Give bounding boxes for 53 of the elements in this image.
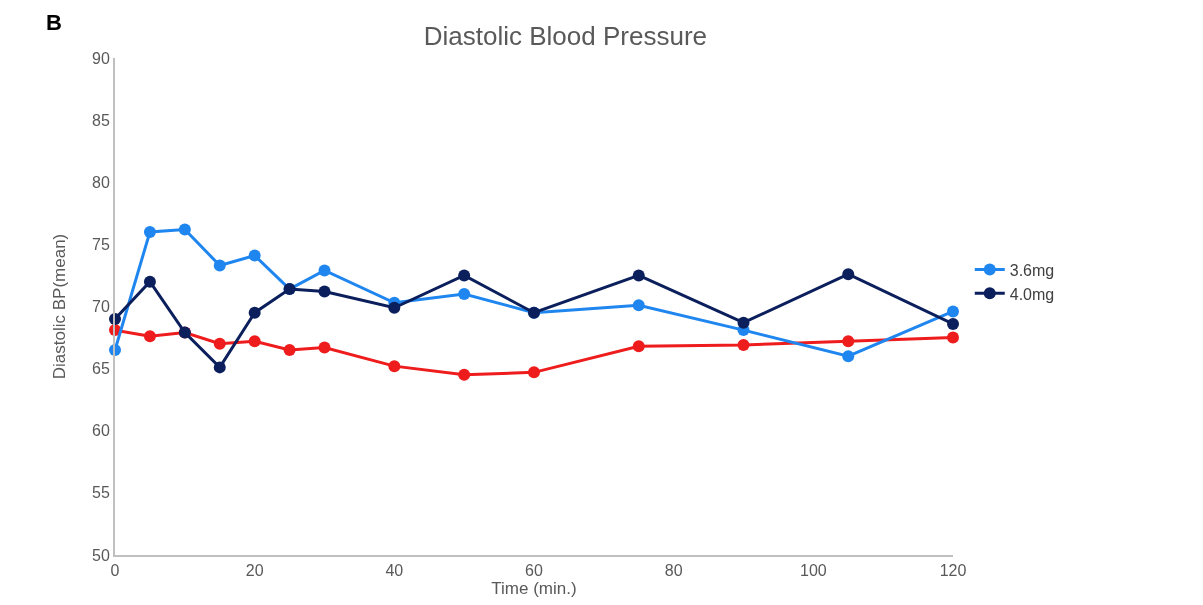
- point: [947, 317, 959, 330]
- x-tick-label: 60: [525, 562, 543, 580]
- chart-title: Diastolic Blood Pressure: [423, 21, 708, 52]
- point: [213, 259, 226, 272]
- point: [318, 341, 331, 354]
- x-tick-label: 100: [799, 562, 827, 580]
- y-tick-label: 75: [92, 235, 110, 253]
- point: [842, 268, 855, 281]
- point: [528, 366, 540, 379]
- x-tick-label: 0: [110, 562, 120, 580]
- x-axis-title: Time (min.): [491, 579, 577, 599]
- point: [178, 223, 191, 236]
- point: [842, 335, 855, 348]
- point: [388, 360, 401, 373]
- point: [388, 301, 401, 314]
- point: [143, 330, 156, 343]
- y-tick-label: 70: [92, 298, 110, 316]
- point: [143, 225, 156, 238]
- point: [213, 337, 226, 350]
- point: [842, 350, 855, 363]
- point: [248, 249, 261, 262]
- point: [947, 305, 959, 318]
- y-tick-label: 55: [92, 484, 110, 502]
- legend-label: 3.6mg: [1009, 261, 1055, 279]
- text: B: [46, 10, 62, 35]
- point: [632, 299, 645, 312]
- x-tick-label: 20: [245, 562, 264, 580]
- point: [248, 306, 261, 319]
- y-tick-label: 50: [92, 546, 110, 564]
- point: [248, 335, 261, 348]
- point: [143, 275, 156, 288]
- y-axis-title: Diastolic BP(mean): [50, 233, 70, 380]
- point: [458, 288, 471, 301]
- point: [318, 285, 331, 298]
- point: [213, 361, 226, 374]
- point: [737, 316, 750, 329]
- point: [632, 340, 645, 353]
- y-tick-label: 60: [92, 422, 110, 440]
- x-tick-label: 120: [939, 562, 967, 580]
- x-tick-label: 80: [664, 562, 683, 580]
- point: [458, 269, 471, 282]
- y-tick-label: 80: [92, 173, 110, 191]
- y-tick-label: 85: [92, 111, 110, 129]
- legend-label: 4.0mg: [1009, 285, 1055, 303]
- point: [318, 264, 331, 277]
- point: [283, 343, 296, 356]
- y-tick-label: 65: [92, 360, 110, 378]
- point: [632, 269, 645, 282]
- point: [737, 339, 750, 352]
- point: [947, 331, 959, 344]
- x-tick-label: 40: [385, 562, 404, 580]
- y-tick-label: 90: [92, 49, 110, 67]
- point: [458, 368, 471, 381]
